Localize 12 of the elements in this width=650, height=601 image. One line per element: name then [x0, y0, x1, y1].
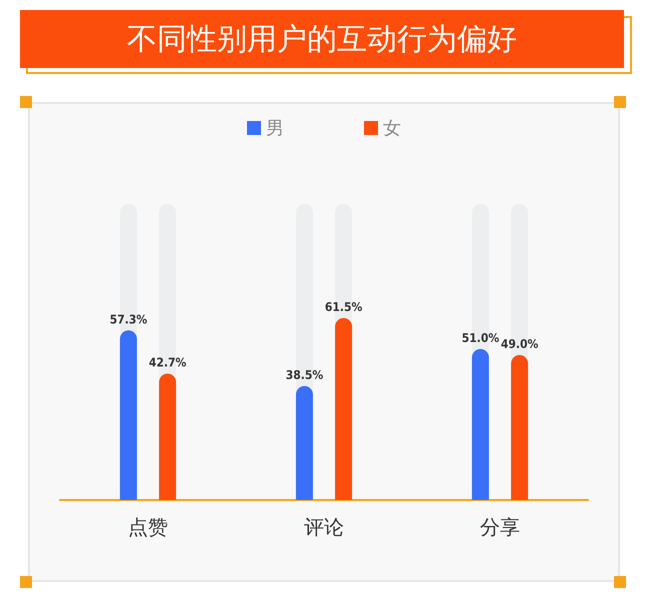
data-label: 42.7% — [148, 356, 186, 370]
x-tick-label: 分享 — [480, 517, 520, 539]
x-tick-label: 评论 — [304, 517, 344, 539]
data-label: 49.0% — [500, 336, 538, 351]
data-label: 38.5% — [286, 368, 324, 382]
chart-title: 不同性别用户的互动行为偏好 — [20, 10, 624, 68]
data-label: 61.5% — [324, 300, 362, 314]
data-label: 51.0% — [462, 331, 500, 346]
legend-label: 男 — [266, 118, 284, 138]
data-label: 57.3% — [110, 312, 148, 326]
x-tick-label: 点赞 — [128, 517, 168, 539]
legend-label: 女 — [383, 118, 401, 138]
